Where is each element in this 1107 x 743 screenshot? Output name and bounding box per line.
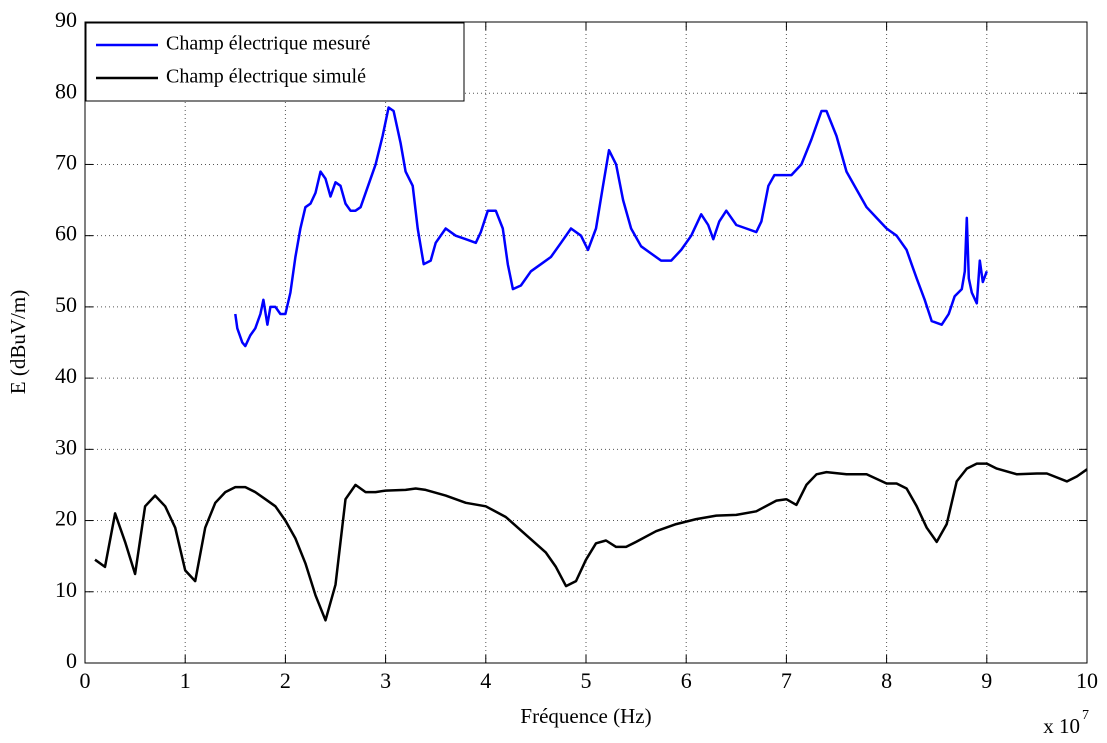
x-multiplier: x 10 — [1043, 714, 1080, 738]
x-axis-label: Fréquence (Hz) — [520, 704, 651, 728]
x-tick-label: 3 — [380, 668, 391, 693]
x-tick-label: 4 — [480, 668, 491, 693]
y-axis-label: E (dBuV/m) — [6, 290, 30, 394]
x-tick-label: 0 — [80, 668, 91, 693]
x-tick-label: 9 — [981, 668, 992, 693]
x-tick-label: 7 — [781, 668, 792, 693]
x-tick-label: 5 — [581, 668, 592, 693]
y-tick-label: 10 — [55, 577, 77, 602]
y-tick-label: 80 — [55, 78, 77, 103]
series-line — [94, 462, 1088, 622]
y-tick-label: 90 — [55, 7, 77, 32]
y-tick-label: 20 — [55, 506, 77, 531]
x-tick-label: 8 — [881, 668, 892, 693]
legend-label: Champ électrique simulé — [166, 66, 366, 88]
y-tick-label: 40 — [55, 363, 77, 388]
y-tick-label: 60 — [55, 221, 77, 246]
y-tick-label: 70 — [55, 149, 77, 174]
x-tick-label: 2 — [280, 668, 291, 693]
x-tick-label: 1 — [180, 668, 191, 693]
x-tick-label: 10 — [1076, 668, 1098, 693]
plot-frame — [84, 21, 1088, 664]
legend-label: Champ électrique mesuré — [166, 33, 370, 55]
y-tick-label: 50 — [55, 292, 77, 317]
y-tick-label: 0 — [66, 648, 77, 673]
x-tick-label: 6 — [681, 668, 692, 693]
series-line — [234, 106, 988, 348]
x-multiplier-exponent: 7 — [1082, 708, 1089, 723]
y-tick-label: 30 — [55, 434, 77, 459]
legend-box — [85, 22, 465, 102]
